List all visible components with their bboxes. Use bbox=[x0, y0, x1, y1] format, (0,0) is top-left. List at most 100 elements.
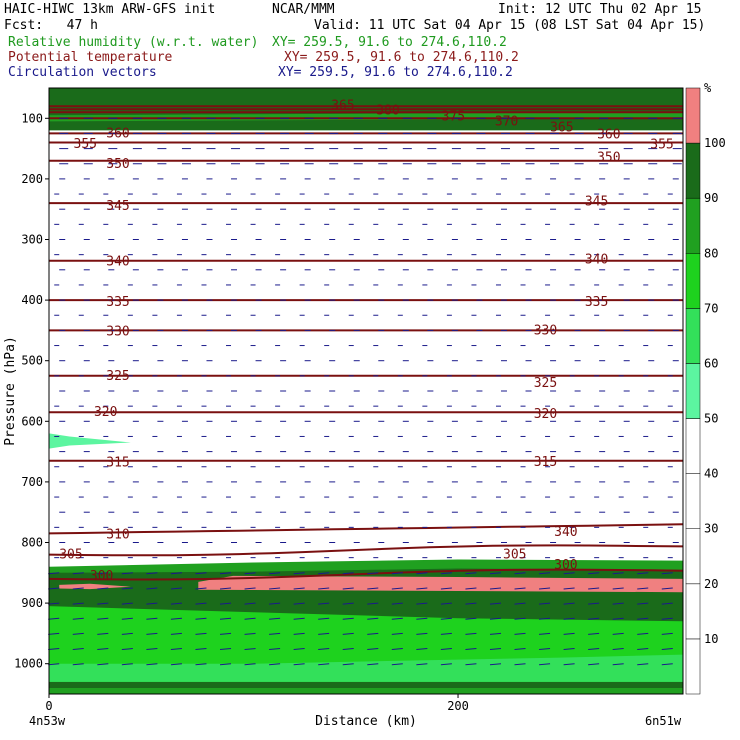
field-vectors-name: Circulation vectors bbox=[8, 65, 157, 80]
colorbar-unit: % bbox=[704, 81, 712, 95]
vector-arrow bbox=[563, 663, 575, 666]
vector-arrow bbox=[342, 632, 354, 635]
vector-arrow bbox=[661, 572, 673, 575]
vector-arrow bbox=[170, 572, 182, 575]
contour-label: 360 bbox=[106, 126, 129, 141]
vector-arrow bbox=[661, 617, 673, 620]
vector-arrow bbox=[342, 617, 354, 620]
x-end-label-right: 6n51w bbox=[645, 714, 682, 728]
vector-arrow bbox=[97, 602, 109, 605]
vector-arrow bbox=[269, 572, 281, 575]
colorbar-label: 10 bbox=[704, 632, 718, 646]
contour-label: 335 bbox=[585, 295, 608, 310]
vector-arrow bbox=[416, 617, 428, 620]
vector-arrow bbox=[489, 648, 502, 651]
vector-arrow bbox=[367, 663, 379, 666]
vector-arrow bbox=[563, 617, 575, 620]
vector-arrow bbox=[367, 632, 379, 635]
vector-arrow bbox=[489, 632, 502, 635]
vector-arrow bbox=[465, 632, 477, 635]
contour-label: 345 bbox=[585, 194, 608, 209]
vector-arrow bbox=[97, 587, 109, 590]
vector-arrow bbox=[514, 648, 526, 651]
vector-arrow bbox=[440, 648, 452, 651]
vector-arrow bbox=[539, 602, 551, 605]
vector-arrow bbox=[146, 602, 158, 605]
vector-arrow bbox=[219, 617, 232, 620]
vector-arrow bbox=[391, 572, 403, 575]
vector-arrow bbox=[97, 632, 109, 635]
contour-label: 370 bbox=[495, 114, 518, 129]
contour-label: 335 bbox=[106, 295, 129, 310]
vector-arrow bbox=[489, 587, 502, 590]
vector-arrow bbox=[48, 602, 60, 605]
colorbar-label: 90 bbox=[704, 191, 718, 205]
field-rh-name: Relative humidity (w.r.t. water) bbox=[8, 35, 259, 50]
vector-arrow bbox=[514, 602, 526, 605]
vector-arrow bbox=[588, 632, 600, 635]
y-tick-label: 700 bbox=[21, 475, 43, 489]
vector-arrow bbox=[588, 572, 600, 575]
vector-arrow bbox=[637, 632, 649, 635]
vector-arrow bbox=[293, 617, 305, 620]
vector-arrow bbox=[612, 587, 624, 590]
vector-arrow bbox=[146, 648, 158, 651]
vector-arrow bbox=[318, 602, 330, 605]
vector-arrow bbox=[661, 648, 673, 651]
colorbar: 10 20 30 40 50 60 70 80 90 100% bbox=[685, 81, 726, 695]
vector-arrow bbox=[318, 632, 330, 635]
colorbar-swatch bbox=[685, 87, 701, 144]
vector-arrow bbox=[293, 587, 305, 590]
vector-arrow bbox=[416, 648, 428, 651]
vector-arrow bbox=[489, 663, 502, 666]
vector-arrow bbox=[121, 572, 133, 575]
colorbar-swatch bbox=[685, 418, 701, 474]
vector-arrow bbox=[269, 663, 281, 666]
vector-arrow bbox=[48, 663, 60, 666]
vector-arrow bbox=[293, 572, 305, 575]
vector-arrow bbox=[318, 617, 330, 620]
contour-label: 350 bbox=[106, 157, 129, 172]
contour-label: 325 bbox=[106, 369, 129, 384]
vector-arrow bbox=[72, 572, 84, 575]
model-title: HAIC-HIWC 13km ARW-GFS init bbox=[4, 2, 216, 17]
theta-contour-300 bbox=[48, 568, 684, 581]
vector-arrow bbox=[342, 602, 354, 605]
vector-arrow bbox=[612, 648, 624, 651]
vector-arrow bbox=[170, 632, 182, 635]
vector-arrow bbox=[170, 648, 182, 651]
vector-arrow bbox=[489, 602, 502, 605]
vector-arrow bbox=[72, 648, 84, 651]
contour-label: 375 bbox=[442, 109, 465, 124]
vector-arrow bbox=[48, 632, 60, 635]
vector-arrow bbox=[563, 602, 575, 605]
contour-label: 365 bbox=[550, 120, 573, 135]
vector-arrow bbox=[244, 572, 256, 575]
vector-arrow bbox=[121, 663, 133, 666]
vector-arrow bbox=[195, 632, 207, 635]
y-tick-label: 600 bbox=[21, 414, 43, 428]
vector-arrow bbox=[269, 648, 281, 651]
vector-arrow bbox=[489, 617, 502, 620]
valid-time: Valid: 11 UTC Sat 04 Apr 15 (08 LST Sat … bbox=[314, 18, 706, 33]
vector-arrow bbox=[637, 587, 649, 590]
vector-arrow bbox=[219, 602, 232, 605]
vector-arrow bbox=[293, 663, 305, 666]
colorbar-swatch bbox=[685, 308, 701, 364]
rh-region-bl-60 bbox=[49, 654, 683, 682]
contour-label: 300 bbox=[554, 558, 577, 573]
contour-label: 340 bbox=[554, 525, 577, 540]
vector-arrow bbox=[612, 632, 624, 635]
vector-arrow bbox=[514, 632, 526, 635]
vector-arrow bbox=[440, 663, 452, 666]
vector-arrow bbox=[244, 632, 256, 635]
contour-label: 345 bbox=[106, 199, 129, 214]
vector-arrow bbox=[269, 632, 281, 635]
vector-arrow bbox=[146, 572, 158, 575]
vector-arrow bbox=[588, 587, 600, 590]
vector-arrow bbox=[391, 648, 403, 651]
vector-arrow bbox=[514, 587, 526, 590]
vector-arrow bbox=[416, 602, 428, 605]
vector-arrow bbox=[170, 587, 182, 590]
init-time: Init: 12 UTC Thu 02 Apr 15 bbox=[498, 2, 702, 17]
